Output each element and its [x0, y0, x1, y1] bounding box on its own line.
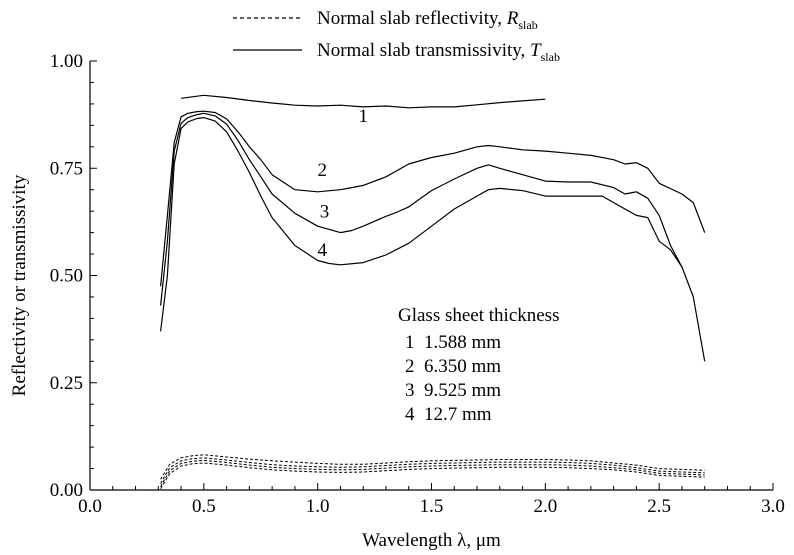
annotation-heading: Glass sheet thickness [398, 305, 559, 326]
legend-subscript-slab: slab [518, 18, 537, 32]
transmissivity-line-3 [160, 116, 706, 362]
x-tick-label: 0.5 [192, 496, 216, 517]
series-layer [160, 94, 706, 489]
legend-entry-reflectivity: Normal slab reflectivity, Rslab [317, 8, 538, 32]
series-label-3: 3 [320, 202, 330, 223]
legend-entry-transmissivity: Normal slab transmissivity, Tslab [317, 40, 560, 64]
transmissivity-line-2 [160, 112, 683, 306]
reflectivity-line-6 [160, 459, 705, 487]
series-labels-layer: 1 2 3 4 [317, 106, 367, 261]
y-tick-label: 0.75 [50, 158, 83, 179]
legend-text-reflectivity: Normal slab reflectivity, [317, 8, 507, 29]
x-tick-label: 1.5 [420, 496, 444, 517]
x-tick-label: 2.0 [533, 496, 557, 517]
legend: Normal slab reflectivity, Rslab Normal s… [233, 8, 560, 64]
series-label-4: 4 [317, 240, 327, 261]
legend-symbol-r: R [506, 8, 519, 29]
legend-text-transmissivity: Normal slab transmissivity, [317, 40, 530, 61]
y-axis-title: Reflectivity or transmissivity [9, 174, 30, 396]
series-label-1: 1 [358, 106, 368, 127]
x-axis-title: Wavelength λ, μm [362, 530, 501, 550]
annotation-line-3: 3 9.525 mm [405, 380, 501, 401]
annotation-line-4: 4 12.7 mm [405, 404, 492, 425]
y-tick-label: 0.00 [50, 480, 83, 501]
y-tick-label: 0.25 [50, 373, 83, 394]
y-tick-label: 1.00 [50, 51, 83, 72]
annotation-line-2: 2 6.350 mm [405, 356, 501, 377]
annotation: Glass sheet thickness 1 1.588 mm 2 6.350… [398, 305, 559, 425]
x-tick-label: 3.0 [761, 496, 785, 517]
x-tick-label: 0.0 [78, 496, 102, 517]
legend-symbol-t: T [530, 40, 542, 61]
ticks-layer [89, 60, 774, 491]
x-tick-label: 1.0 [306, 496, 330, 517]
tick-labels-layer: 0.0 0.5 1.0 1.5 2.0 2.5 3.0 0.00 0.25 0.50 0.75 1.0… [50, 51, 785, 517]
reflectivity-line-5 [160, 457, 705, 484]
annotation-line-1: 1 1.588 mm [405, 332, 501, 353]
legend-subscript-slab: slab [541, 50, 560, 64]
series-label-2: 2 [317, 160, 327, 181]
transmissivity-line-1 [160, 110, 706, 287]
x-tick-label: 2.5 [647, 496, 671, 517]
transmissivity-line-0 [181, 94, 546, 109]
y-tick-label: 0.50 [50, 266, 83, 287]
reflectivity-line-7 [160, 462, 705, 489]
reflectivity-line-4 [160, 454, 705, 480]
